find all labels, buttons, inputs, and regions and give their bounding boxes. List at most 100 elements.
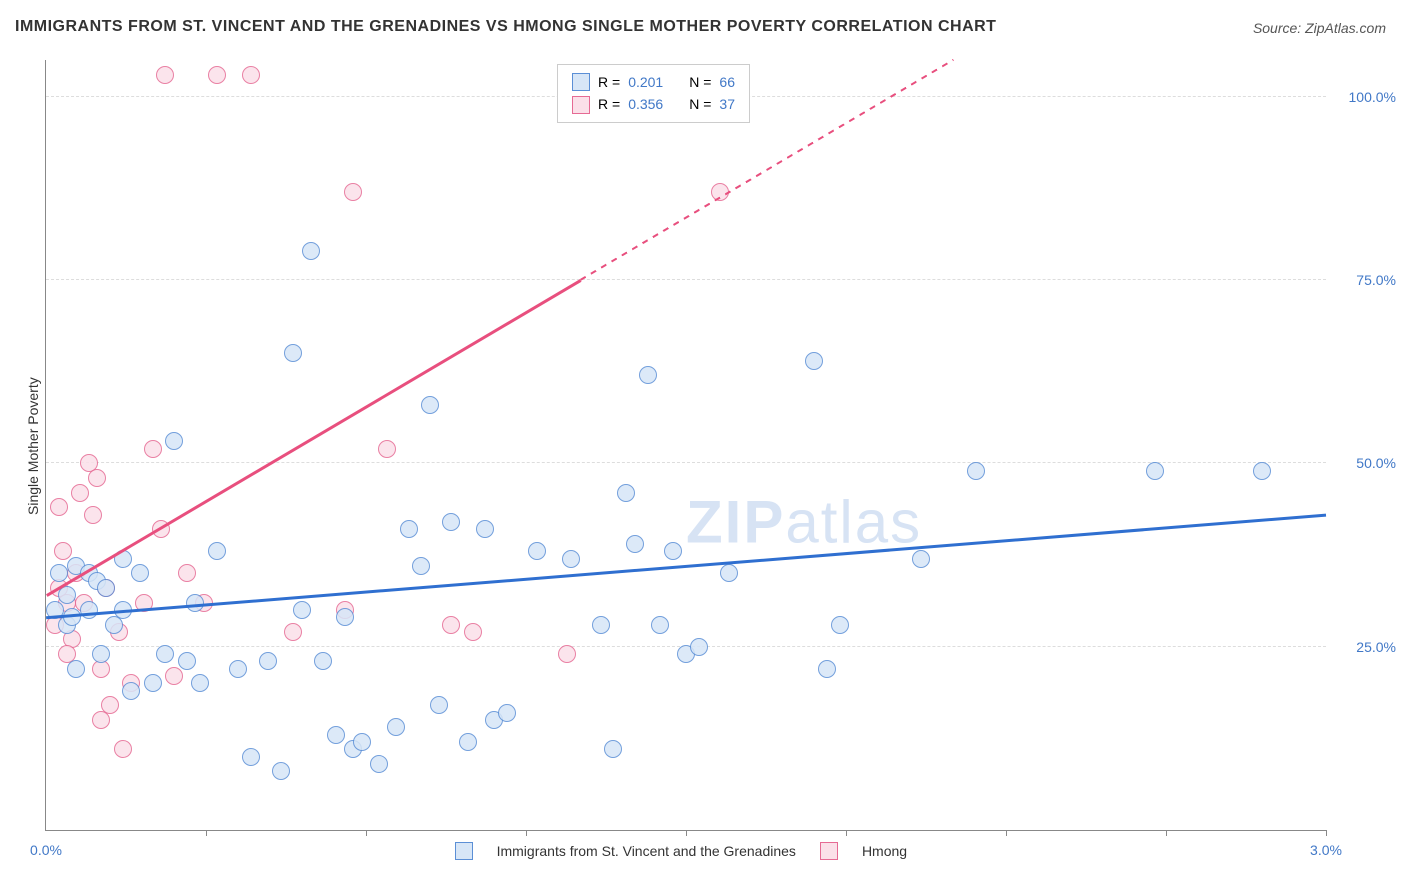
scatter-point bbox=[165, 667, 183, 685]
scatter-point bbox=[664, 542, 682, 560]
swatch-series-b bbox=[572, 96, 590, 114]
y-tick-label: 75.0% bbox=[1336, 272, 1396, 288]
scatter-point bbox=[442, 616, 460, 634]
scatter-point bbox=[430, 696, 448, 714]
scatter-point bbox=[84, 506, 102, 524]
scatter-point bbox=[63, 608, 81, 626]
series-legend: Immigrants from St. Vincent and the Gren… bbox=[455, 842, 907, 860]
scatter-point bbox=[344, 183, 362, 201]
scatter-point bbox=[818, 660, 836, 678]
r-label: R = bbox=[598, 71, 620, 93]
scatter-point bbox=[131, 564, 149, 582]
scatter-point bbox=[562, 550, 580, 568]
watermark-zip: ZIP bbox=[686, 489, 785, 556]
x-tick-label: 0.0% bbox=[30, 842, 62, 858]
scatter-point bbox=[617, 484, 635, 502]
scatter-point bbox=[314, 652, 332, 670]
legend-label-a: Immigrants from St. Vincent and the Gren… bbox=[497, 843, 796, 859]
scatter-point bbox=[178, 652, 196, 670]
scatter-point bbox=[156, 645, 174, 663]
x-tick-mark bbox=[1326, 830, 1327, 836]
scatter-point bbox=[165, 432, 183, 450]
trend-line bbox=[46, 513, 1326, 618]
scatter-point bbox=[604, 740, 622, 758]
scatter-point bbox=[186, 594, 204, 612]
legend-swatch-b bbox=[820, 842, 838, 860]
scatter-plot-area: ZIPatlas 25.0%50.0%75.0%100.0%0.0%3.0% bbox=[45, 60, 1326, 831]
legend-swatch-a bbox=[455, 842, 473, 860]
scatter-point bbox=[114, 740, 132, 758]
x-tick-mark bbox=[846, 830, 847, 836]
scatter-point bbox=[208, 66, 226, 84]
r-value-a: 0.201 bbox=[628, 71, 663, 93]
r-value-b: 0.356 bbox=[628, 93, 663, 115]
n-label: N = bbox=[689, 71, 711, 93]
watermark-atlas: atlas bbox=[785, 489, 922, 556]
swatch-series-a bbox=[572, 73, 590, 91]
scatter-point bbox=[242, 66, 260, 84]
scatter-point bbox=[831, 616, 849, 634]
scatter-point bbox=[558, 645, 576, 663]
n-value-a: 66 bbox=[719, 71, 735, 93]
scatter-point bbox=[421, 396, 439, 414]
source-attribution: Source: ZipAtlas.com bbox=[1253, 20, 1386, 36]
scatter-point bbox=[242, 748, 260, 766]
chart-title: IMMIGRANTS FROM ST. VINCENT AND THE GREN… bbox=[15, 18, 996, 36]
scatter-point bbox=[302, 242, 320, 260]
scatter-point bbox=[50, 498, 68, 516]
scatter-point bbox=[370, 755, 388, 773]
scatter-point bbox=[272, 762, 290, 780]
scatter-point bbox=[71, 484, 89, 502]
scatter-point bbox=[208, 542, 226, 560]
scatter-point bbox=[476, 520, 494, 538]
scatter-point bbox=[80, 601, 98, 619]
x-tick-mark bbox=[1166, 830, 1167, 836]
x-tick-mark bbox=[526, 830, 527, 836]
scatter-point bbox=[191, 674, 209, 692]
scatter-point bbox=[498, 704, 516, 722]
scatter-point bbox=[378, 440, 396, 458]
gridline bbox=[46, 462, 1326, 463]
scatter-point bbox=[464, 623, 482, 641]
scatter-point bbox=[284, 344, 302, 362]
scatter-point bbox=[690, 638, 708, 656]
scatter-point bbox=[336, 608, 354, 626]
x-tick-mark bbox=[686, 830, 687, 836]
scatter-point bbox=[412, 557, 430, 575]
scatter-point bbox=[327, 726, 345, 744]
scatter-point bbox=[178, 564, 196, 582]
scatter-point bbox=[156, 66, 174, 84]
scatter-point bbox=[97, 579, 115, 597]
stats-row-b: R = 0.356 N = 37 bbox=[572, 93, 735, 115]
scatter-point bbox=[144, 674, 162, 692]
n-label: N = bbox=[689, 93, 711, 115]
scatter-point bbox=[229, 660, 247, 678]
legend-label-b: Hmong bbox=[862, 843, 907, 859]
scatter-point bbox=[592, 616, 610, 634]
scatter-point bbox=[92, 645, 110, 663]
y-tick-label: 50.0% bbox=[1336, 455, 1396, 471]
scatter-point bbox=[528, 542, 546, 560]
x-tick-mark bbox=[206, 830, 207, 836]
gridline bbox=[46, 279, 1326, 280]
scatter-point bbox=[122, 682, 140, 700]
x-tick-mark bbox=[1006, 830, 1007, 836]
scatter-point bbox=[651, 616, 669, 634]
scatter-point bbox=[720, 564, 738, 582]
scatter-point bbox=[639, 366, 657, 384]
scatter-point bbox=[387, 718, 405, 736]
scatter-point bbox=[88, 469, 106, 487]
scatter-point bbox=[50, 564, 68, 582]
watermark-text: ZIPatlas bbox=[686, 488, 922, 557]
scatter-point bbox=[58, 586, 76, 604]
n-value-b: 37 bbox=[719, 93, 735, 115]
r-label: R = bbox=[598, 93, 620, 115]
scatter-point bbox=[442, 513, 460, 531]
scatter-point bbox=[967, 462, 985, 480]
y-tick-label: 100.0% bbox=[1336, 89, 1396, 105]
scatter-point bbox=[912, 550, 930, 568]
scatter-point bbox=[400, 520, 418, 538]
scatter-point bbox=[293, 601, 311, 619]
correlation-stats-legend: R = 0.201 N = 66 R = 0.356 N = 37 bbox=[557, 64, 750, 123]
stats-row-a: R = 0.201 N = 66 bbox=[572, 71, 735, 93]
